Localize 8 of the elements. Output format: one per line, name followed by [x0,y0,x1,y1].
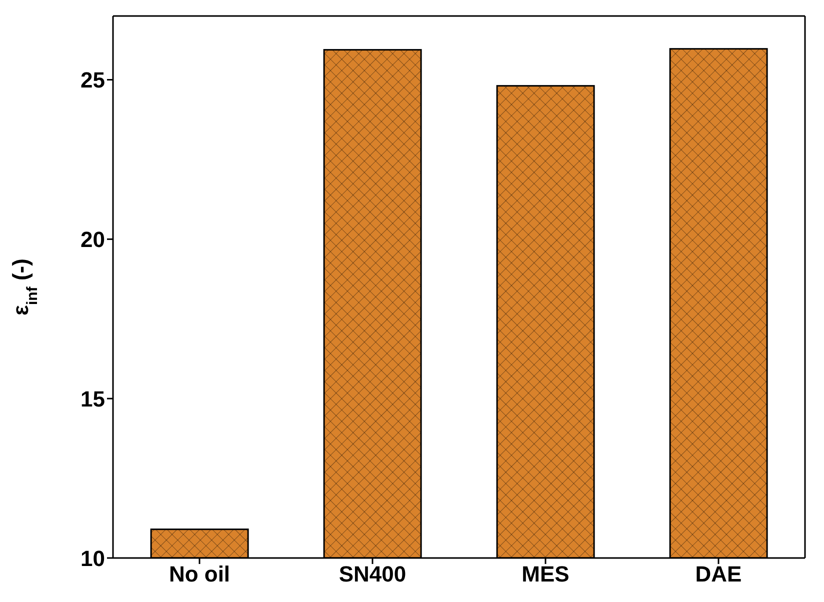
y-tick-label: 20 [80,226,105,252]
x-tick-label: MES [522,562,570,587]
y-tick-label: 10 [80,546,105,571]
y-tick-label: 15 [80,386,105,412]
y-tick-label: 25 [80,68,105,93]
x-tick-label: SN400 [338,562,406,587]
x-tick-label: No oil [168,562,230,587]
x-tick-label: DAE [695,562,742,587]
